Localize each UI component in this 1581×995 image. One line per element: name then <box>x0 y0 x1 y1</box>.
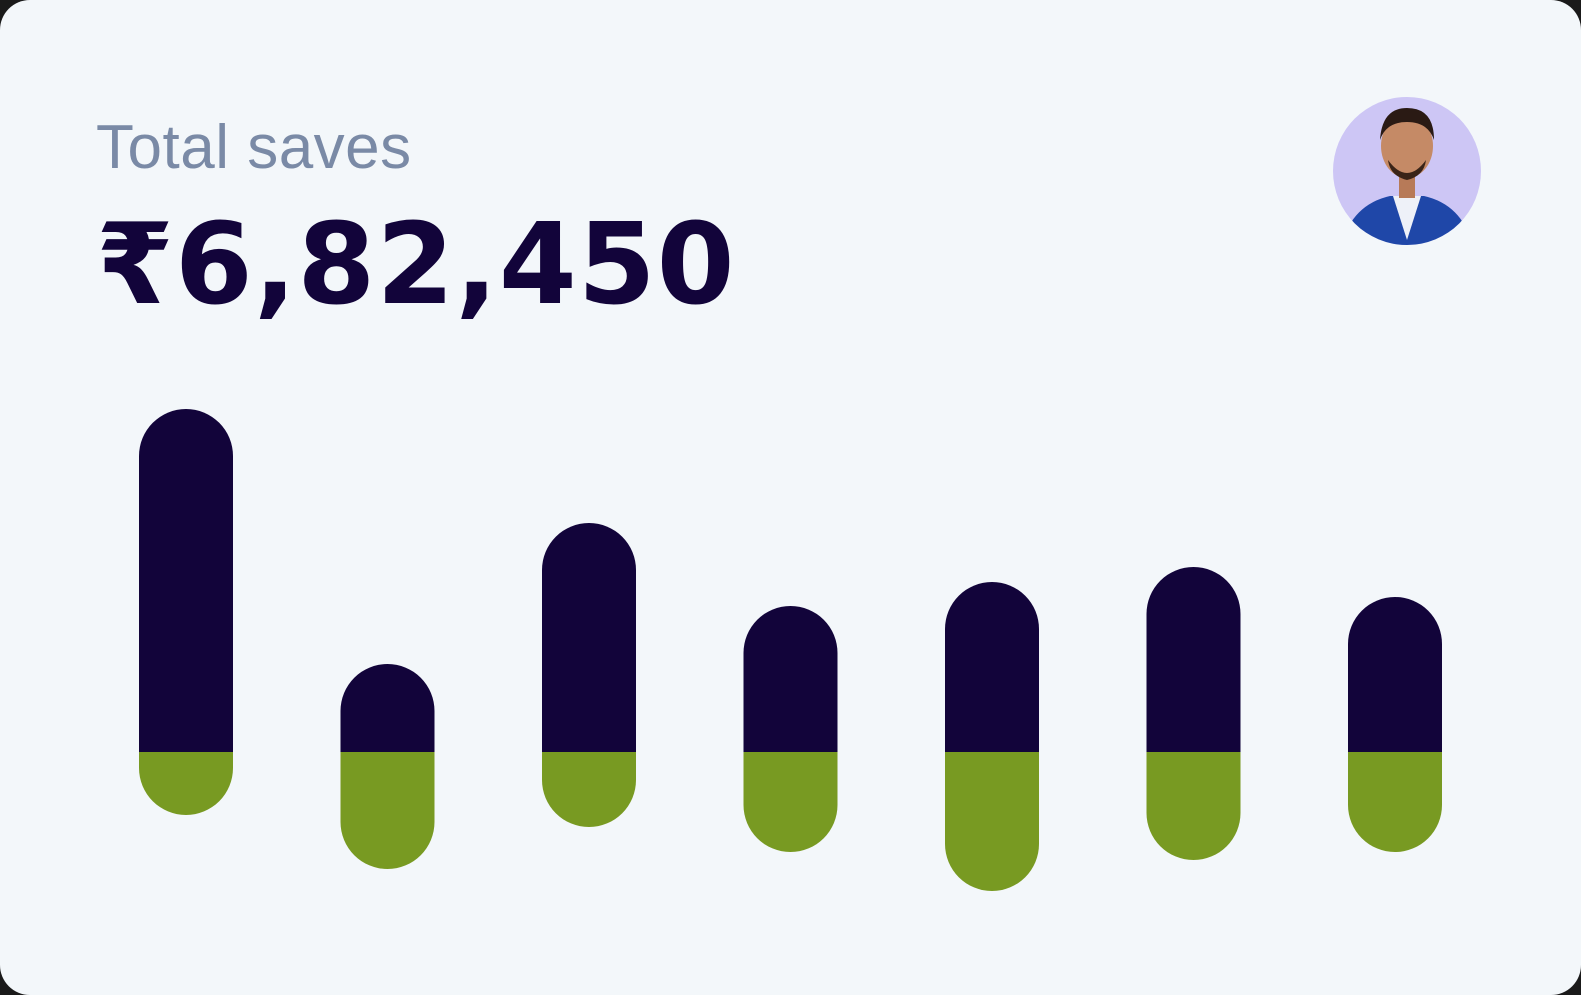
bar <box>945 582 1039 752</box>
avatar[interactable] <box>1333 97 1481 250</box>
bar <box>542 523 636 752</box>
bar <box>340 663 435 752</box>
bar <box>1348 597 1442 752</box>
bar <box>1146 567 1241 752</box>
bar <box>743 606 838 752</box>
bar <box>945 752 1039 891</box>
card-title: Total saves <box>96 113 412 182</box>
bar <box>139 752 233 815</box>
bar <box>743 752 838 852</box>
total-amount: ₹6,82,450 <box>96 200 736 330</box>
bar <box>542 752 636 827</box>
bar <box>340 752 435 869</box>
bar <box>1348 752 1442 852</box>
bar <box>1146 752 1241 860</box>
bar <box>139 409 233 752</box>
